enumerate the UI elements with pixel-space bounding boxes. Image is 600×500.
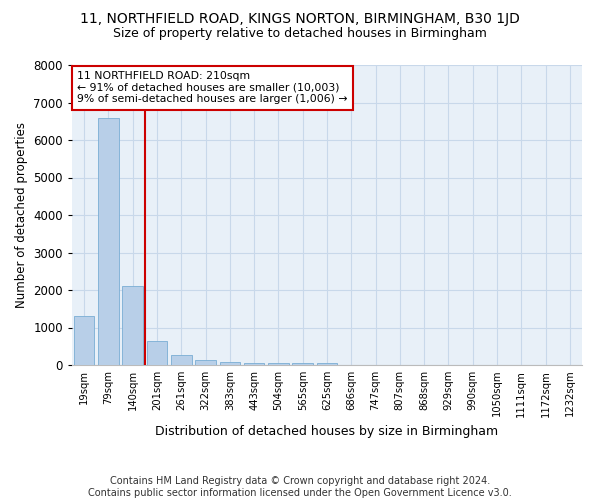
Text: Contains HM Land Registry data © Crown copyright and database right 2024.
Contai: Contains HM Land Registry data © Crown c… <box>88 476 512 498</box>
Bar <box>317 363 337 365</box>
Bar <box>244 363 265 365</box>
Bar <box>220 362 240 365</box>
Bar <box>74 316 94 365</box>
Bar <box>146 340 167 365</box>
Y-axis label: Number of detached properties: Number of detached properties <box>15 122 28 308</box>
Bar <box>292 363 313 365</box>
Text: 11, NORTHFIELD ROAD, KINGS NORTON, BIRMINGHAM, B30 1JD: 11, NORTHFIELD ROAD, KINGS NORTON, BIRMI… <box>80 12 520 26</box>
Bar <box>268 363 289 365</box>
Bar <box>122 286 143 365</box>
Bar <box>195 360 216 365</box>
Bar <box>171 354 191 365</box>
Text: 11 NORTHFIELD ROAD: 210sqm
← 91% of detached houses are smaller (10,003)
9% of s: 11 NORTHFIELD ROAD: 210sqm ← 91% of deta… <box>77 71 347 104</box>
Text: Size of property relative to detached houses in Birmingham: Size of property relative to detached ho… <box>113 28 487 40</box>
X-axis label: Distribution of detached houses by size in Birmingham: Distribution of detached houses by size … <box>155 425 499 438</box>
Bar <box>98 118 119 365</box>
